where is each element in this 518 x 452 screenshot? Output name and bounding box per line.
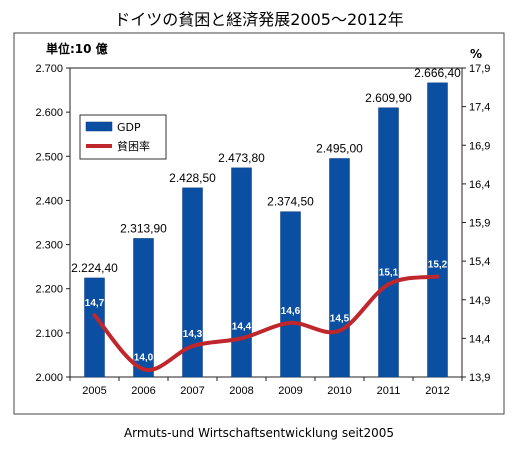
right-tick-label: 14,9	[469, 295, 490, 307]
gdp-bar-2010	[329, 158, 350, 378]
left-tick-label: 2.100	[35, 328, 63, 340]
x-tick-label: 2010	[327, 385, 351, 397]
legend-gdp-label: GDP	[117, 121, 141, 134]
poverty-value-label: 14,4	[232, 321, 252, 332]
right-tick-label: 16,4	[469, 179, 490, 191]
gdp-bar-2008	[231, 167, 252, 378]
left-tick-label: 2.700	[35, 63, 63, 75]
x-axis: 2005 2006 2007 2008 2009 2010 2011 2012	[69, 377, 463, 397]
right-tick-label: 15,9	[469, 218, 490, 230]
left-tick-label: 2.600	[35, 107, 63, 119]
poverty-value-label: 14,3	[183, 329, 203, 340]
gdp-bar-2006	[133, 238, 154, 378]
left-tick-label: 2.300	[35, 240, 63, 252]
left-axis: 2.000 2.100 2.200 2.300 2.400 2.500 2.600 2.700	[35, 63, 70, 384]
poverty-line: 14,7 14,0 14,3 14,4 14,6 14,5 15,1 15,2	[85, 260, 448, 372]
poverty-value-label: 15,2	[428, 260, 448, 271]
poverty-value-label: 14,6	[281, 306, 301, 317]
poverty-value-label: 14,0	[134, 352, 154, 363]
gdp-value-label: 2.374,50	[267, 195, 314, 209]
right-axis-unit: %	[470, 47, 482, 61]
left-axis-unit: 単位:10 億	[46, 41, 108, 56]
gdp-bars: 2.224,40 2.313,90 2.428,502.473,80 2.374,50…	[71, 66, 461, 378]
left-tick-label: 2.400	[35, 195, 63, 207]
gdp-value-label: 2.224,40	[71, 261, 118, 275]
right-tick-label: 17,4	[469, 102, 490, 114]
left-tick-label: 2.500	[35, 151, 63, 163]
right-tick-label: 17,9	[469, 63, 490, 75]
legend: GDP 貧困率	[79, 114, 167, 160]
right-tick-label: 13,9	[469, 372, 490, 384]
gdp-bar-2007	[182, 187, 203, 378]
gdp-value-label: 2.495,00	[316, 141, 363, 155]
gdp-value-label: 2.666,40	[414, 66, 461, 80]
right-tick-label: 14,4	[469, 333, 490, 345]
right-tick-label: 15,4	[469, 256, 490, 268]
x-tick-label: 2012	[425, 385, 449, 397]
x-tick-label: 2005	[82, 385, 106, 397]
x-tick-label: 2008	[229, 385, 253, 397]
chart-title: ドイツの貧困と経済発展2005～2012年	[114, 10, 404, 29]
poverty-value-label: 15,1	[379, 267, 399, 278]
gdp-value-label: 2.313,90	[120, 221, 167, 235]
poverty-value-label: 14,7	[85, 298, 105, 309]
legend-poverty-label: 貧困率	[117, 139, 150, 153]
x-tick-label: 2007	[180, 385, 204, 397]
poverty-value-label: 14,5	[330, 314, 350, 325]
x-tick-label: 2006	[131, 385, 155, 397]
gdp-value-label: 2.428,50	[169, 171, 216, 185]
legend-gdp-swatch	[85, 121, 113, 132]
gdp-bar-2009	[280, 211, 301, 378]
gdp-bar-2012	[427, 82, 448, 378]
chart-caption: Armuts-und Wirtschaftsentwicklung seit20…	[123, 426, 395, 440]
left-tick-label: 2.200	[35, 284, 63, 296]
left-tick-label: 2.000	[35, 372, 63, 384]
poverty-rate-line	[92, 274, 440, 372]
chart-frame	[13, 32, 505, 415]
gdp-value-label: 2.609,90	[365, 91, 412, 105]
gdp-bar-2011	[378, 107, 399, 378]
right-axis: 13,9 14,4 14,9 15,4 15,9 16,4 16,9 17,4 17,9	[462, 63, 490, 384]
x-tick-label: 2011	[377, 385, 401, 397]
right-tick-label: 16,9	[469, 140, 490, 152]
gdp-value-label: 2.473,80	[218, 151, 265, 165]
x-tick-label: 2009	[278, 385, 302, 397]
